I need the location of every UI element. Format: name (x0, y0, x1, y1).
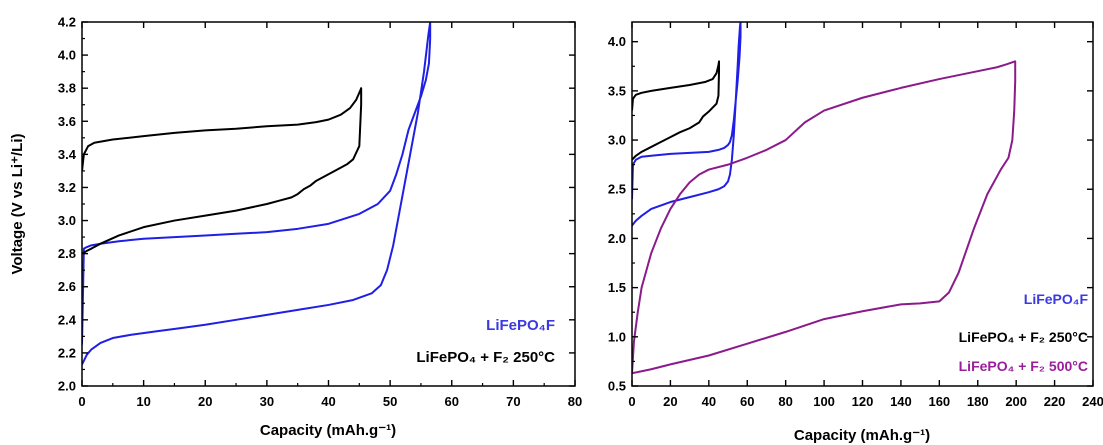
left-x-tick-label: 60 (445, 394, 459, 409)
left-y-tick-label: 4.2 (58, 15, 76, 30)
right-x-axis-label: Capacity (mAh.g⁻¹) (794, 427, 930, 444)
right-x-tick-label: 200 (1005, 394, 1027, 409)
right-x-tick-label: 180 (967, 394, 989, 409)
right-y-tick-label: 2.0 (608, 231, 626, 246)
left-y-tick-label: 3.4 (58, 147, 77, 162)
right-y-tick-label: 1.0 (608, 329, 626, 344)
right-x-tick-label: 120 (852, 394, 874, 409)
right-x-tick-label: 60 (740, 394, 754, 409)
left-y-axis-label: Voltage (V vs Li⁺/Li) (9, 134, 26, 275)
left-chart: 0 10 20 30 40 50 60 70 80 2.0 2.2 2.4 2.6 2.8 3.0 3.2 3.… (9, 15, 582, 440)
left-axis-ticks: 0 10 20 30 40 50 60 70 80 2.0 2.2 2.4 2.6 2.8 3.0 3.2 3.… (58, 15, 582, 410)
right-series-line-3 (632, 60, 1017, 375)
right-series-line-2 (632, 60, 721, 161)
left-x-tick-label: 10 (136, 394, 150, 409)
right-legend-2: LiFePO₄ + F₂ 250°C (959, 329, 1088, 345)
right-y-tick-label: 0.5 (608, 379, 626, 394)
right-y-tick-label: 1.5 (608, 280, 626, 295)
left-y-tick-label: 3.8 (58, 81, 76, 96)
right-series-line-1 (632, 22, 742, 227)
left-series-group (82, 22, 432, 365)
right-y-tick-label: 3.5 (608, 83, 626, 98)
right-x-tick-label: 140 (890, 394, 912, 409)
right-axis-ticks: 0 20 40 60 80 100 120 140 160 180 200 220 240 0.5 1.0 1… (608, 22, 1103, 409)
left-x-tick-label: 70 (506, 394, 520, 409)
left-y-tick-label: 2.4 (58, 312, 77, 327)
left-x-tick-label: 0 (78, 394, 85, 409)
right-x-tick-label: 100 (813, 394, 835, 409)
left-y-tick-label: 3.0 (58, 213, 76, 228)
right-x-tick-label: 0 (628, 394, 635, 409)
right-x-tick-label: 20 (663, 394, 677, 409)
right-y-tick-label: 2.5 (608, 182, 626, 197)
right-legend-1: LiFePO₄F (1024, 291, 1089, 307)
left-y-tick-label: 2.2 (58, 345, 76, 360)
left-series-line-1 (82, 22, 432, 365)
left-x-tick-label: 20 (198, 394, 212, 409)
left-x-tick-label: 40 (321, 394, 335, 409)
left-legend-1: LiFePO₄F (486, 317, 555, 334)
right-x-tick-label: 80 (778, 394, 792, 409)
right-legend-3: LiFePO₄ + F₂ 500°C (959, 358, 1088, 374)
right-chart: 0 20 40 60 80 100 120 140 160 180 200 220 240 0.5 1.0 1… (608, 21, 1103, 444)
left-y-tick-label: 3.6 (58, 114, 76, 129)
left-y-tick-label: 2.0 (58, 379, 76, 394)
left-y-tick-label: 2.6 (58, 279, 76, 294)
left-x-tick-label: 30 (260, 394, 274, 409)
right-x-tick-label: 40 (702, 394, 716, 409)
left-series-line-2 (82, 87, 363, 255)
left-y-tick-label: 3.2 (58, 180, 76, 195)
right-x-tick-label: 160 (928, 394, 950, 409)
right-y-tick-label: 4.0 (608, 34, 626, 49)
left-x-axis-label: Capacity (mAh.g⁻¹) (260, 422, 396, 439)
left-legend-2: LiFePO₄ + F₂ 250°C (416, 349, 555, 366)
right-y-tick-label: 3.0 (608, 133, 626, 148)
left-y-tick-label: 2.8 (58, 246, 76, 261)
left-y-tick-label: 4.0 (58, 48, 76, 63)
right-x-tick-label: 220 (1044, 394, 1066, 409)
left-x-tick-label: 80 (568, 394, 582, 409)
right-series-group (632, 22, 1017, 375)
right-x-tick-label: 240 (1082, 394, 1103, 409)
left-x-tick-label: 50 (383, 394, 397, 409)
